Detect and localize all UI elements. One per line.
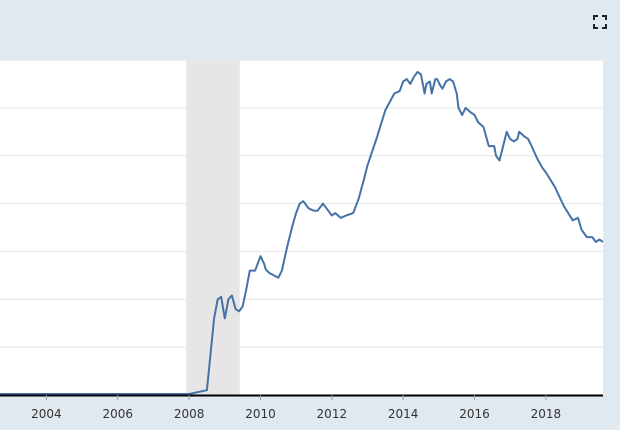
x-tick-label: 2016 [459,407,490,421]
x-axis-ticks: 2004 2006 2008 2010 2012 2014 2016 2018 [31,395,561,421]
x-tick-label: 2010 [245,407,276,421]
x-tick-label: 2012 [317,407,348,421]
series-line [0,71,604,395]
recession-shading [186,60,240,395]
x-tick-label: 2008 [174,407,205,421]
fullscreen-expand-icon[interactable] [592,14,608,30]
x-tick-label: 2018 [531,407,562,421]
grid-lines [0,59,603,348]
x-tick-label: 2004 [31,407,62,421]
x-tick-label: 2014 [388,407,419,421]
plot-area [0,60,603,396]
x-tick-label: 2006 [102,407,133,421]
